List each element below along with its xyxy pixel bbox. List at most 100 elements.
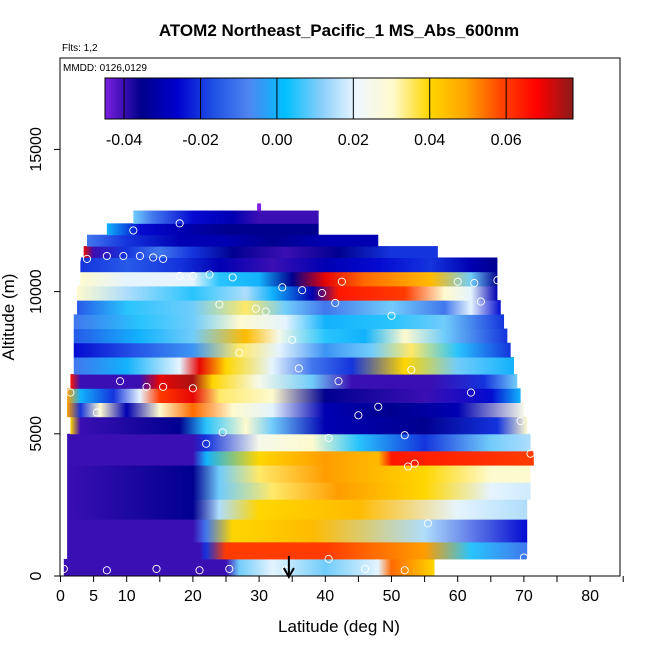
observation-point — [235, 348, 244, 357]
observation-point — [195, 566, 204, 575]
heatmap-band — [86, 234, 379, 247]
observation-point — [66, 388, 75, 397]
observation-point — [92, 408, 101, 417]
observation-point — [294, 364, 303, 373]
observation-point — [298, 286, 307, 295]
y-tick-label: 5000 — [28, 416, 45, 452]
observation-point — [188, 271, 197, 281]
colorbar-ticks: -0.04 -0.02 0.00 0.02 0.04 0.06 — [106, 78, 522, 149]
chart-title: ATOM2 Northeast_Pacific_1 MS_Abs_600nm — [159, 21, 519, 40]
x-tick-label: 20 — [184, 588, 202, 605]
observation-point — [493, 276, 502, 285]
observation-point — [135, 251, 144, 261]
observation-point — [337, 277, 346, 286]
observation-point — [159, 254, 168, 263]
heatmap-band — [67, 433, 531, 452]
observation-point — [453, 277, 462, 286]
observation-point — [506, 264, 515, 273]
x-tick-label: 10 — [118, 588, 136, 605]
observation-point — [360, 564, 370, 573]
heatmap-band — [73, 342, 511, 358]
observation-point — [407, 365, 416, 374]
y-tick-label: 15000 — [28, 127, 45, 172]
observation-point — [116, 377, 125, 386]
location-arrow — [283, 556, 295, 580]
x-tick-label: 30 — [250, 588, 268, 605]
observation-point — [119, 251, 128, 261]
observation-point — [324, 554, 333, 563]
observation-point — [519, 553, 528, 562]
observation-point — [188, 384, 197, 393]
observation-point — [215, 300, 224, 309]
observation-point — [152, 564, 161, 573]
observation-point — [225, 564, 234, 573]
observation-point — [288, 335, 297, 344]
y-axis: 0 5000 10000 15000 — [28, 127, 60, 580]
heatmap-band — [70, 374, 518, 389]
colorbar-tick-label: -0.04 — [106, 132, 143, 149]
observation-point — [476, 297, 485, 306]
heatmap-band — [83, 246, 438, 258]
x-tick-label: 50 — [383, 588, 401, 605]
y-tick-label: 10000 — [28, 269, 45, 314]
observation-point — [205, 270, 214, 279]
heatmap-band — [77, 285, 498, 301]
heatmap-band — [67, 541, 528, 560]
heatmap-band — [67, 482, 531, 500]
observation-point — [82, 254, 92, 263]
observation-point — [175, 219, 184, 228]
observation-point — [261, 307, 270, 316]
observation-point — [400, 566, 409, 575]
observation-point — [202, 439, 211, 448]
heatmap-band — [77, 300, 501, 315]
heatmap-band — [133, 210, 319, 224]
x-tick-label: 80 — [581, 588, 599, 605]
heatmap-band — [67, 499, 528, 520]
dates-label: MMDD: 0126,0129 — [63, 63, 147, 74]
x-tick-label: 5 — [89, 588, 98, 605]
observation-point — [102, 251, 111, 261]
observation-point — [387, 311, 396, 320]
observation-point — [149, 253, 158, 262]
y-axis-label: Altitude (m) — [0, 274, 18, 361]
x-tick-label: 70 — [515, 588, 533, 605]
observation-points — [60, 219, 535, 575]
heatmap-band — [70, 416, 528, 435]
x-axis-label: Latitude (deg N) — [278, 617, 400, 636]
observation-point — [129, 226, 138, 235]
colorbar-tick-label: 0.06 — [491, 132, 522, 149]
heatmap-cells — [63, 203, 534, 576]
observation-point — [175, 271, 184, 281]
colorbar-gradient — [104, 77, 574, 120]
observation-point — [331, 298, 340, 308]
observation-point — [159, 382, 168, 391]
colorbar-tick-label: 0.02 — [338, 132, 369, 149]
x-tick-label: 40 — [316, 588, 334, 605]
heatmap-band — [67, 388, 521, 404]
heatmap-band — [67, 519, 528, 543]
observation-point — [218, 428, 227, 437]
observation-point — [102, 566, 111, 575]
observation-point — [324, 434, 333, 443]
colorbar-tick-label: 0.04 — [414, 132, 445, 149]
observation-point — [374, 402, 383, 411]
plot-frame — [59, 57, 621, 577]
observation-point — [466, 388, 475, 397]
heatmap-band — [73, 314, 505, 330]
heatmap-band — [80, 271, 498, 287]
observation-point — [278, 283, 287, 292]
heatmap-band — [67, 465, 531, 483]
observation-point — [317, 288, 327, 298]
observation-point — [410, 459, 419, 468]
heatmap-band — [80, 257, 498, 273]
x-tick-label: 60 — [449, 588, 467, 605]
heatmap-band — [73, 357, 514, 375]
observation-point — [334, 377, 343, 386]
observation-point — [403, 462, 413, 471]
observation-point — [423, 519, 432, 528]
heatmap-band — [257, 203, 262, 212]
observation-point — [470, 279, 479, 288]
observation-point — [142, 382, 151, 391]
x-axis: 0 5 10 20 30 40 50 60 70 80 — [56, 576, 624, 605]
